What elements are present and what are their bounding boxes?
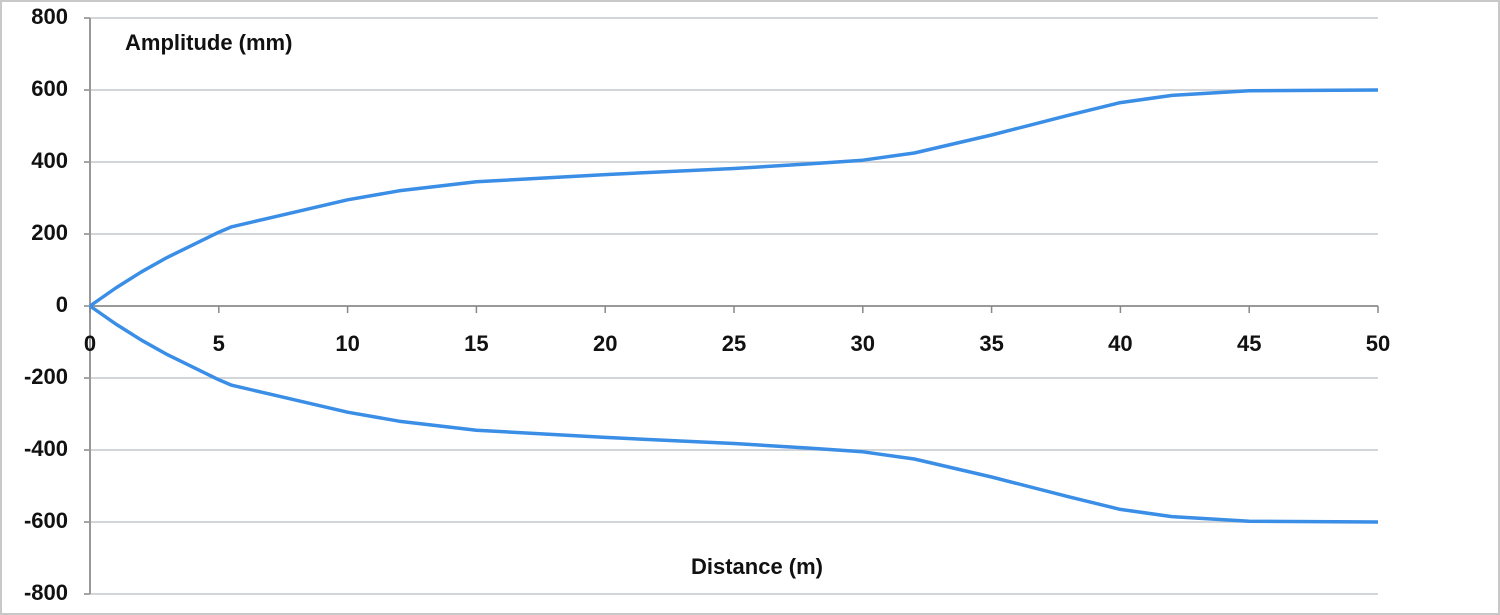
x-tick-label: 15 (464, 331, 488, 356)
series-line (88, 304, 1379, 524)
x-tick-label: 5 (213, 331, 225, 356)
x-axis-title: Distance (m) (691, 554, 823, 579)
y-tick-label: 800 (31, 4, 68, 29)
x-tick-label: 25 (722, 331, 746, 356)
y-tick-label: 400 (31, 148, 68, 173)
x-tick-label: 45 (1237, 331, 1261, 356)
x-tick-label: 10 (335, 331, 359, 356)
x-tick-label: 0 (84, 331, 96, 356)
y-tick-label: -400 (24, 436, 68, 461)
x-tick-label: 50 (1366, 331, 1390, 356)
y-tick-label: -200 (24, 364, 68, 389)
y-tick-label: 200 (31, 220, 68, 245)
x-tick-label: 30 (851, 331, 875, 356)
y-tick-label: -800 (24, 580, 68, 605)
x-tick-label: 35 (979, 331, 1003, 356)
y-tick-label: -600 (24, 508, 68, 533)
y-tick-label: 600 (31, 76, 68, 101)
series-line (88, 88, 1379, 308)
x-tick-label: 40 (1108, 331, 1132, 356)
x-tick-label: 20 (593, 331, 617, 356)
y-tick-label: 0 (56, 292, 68, 317)
y-axis-title: Amplitude (mm) (125, 30, 292, 55)
